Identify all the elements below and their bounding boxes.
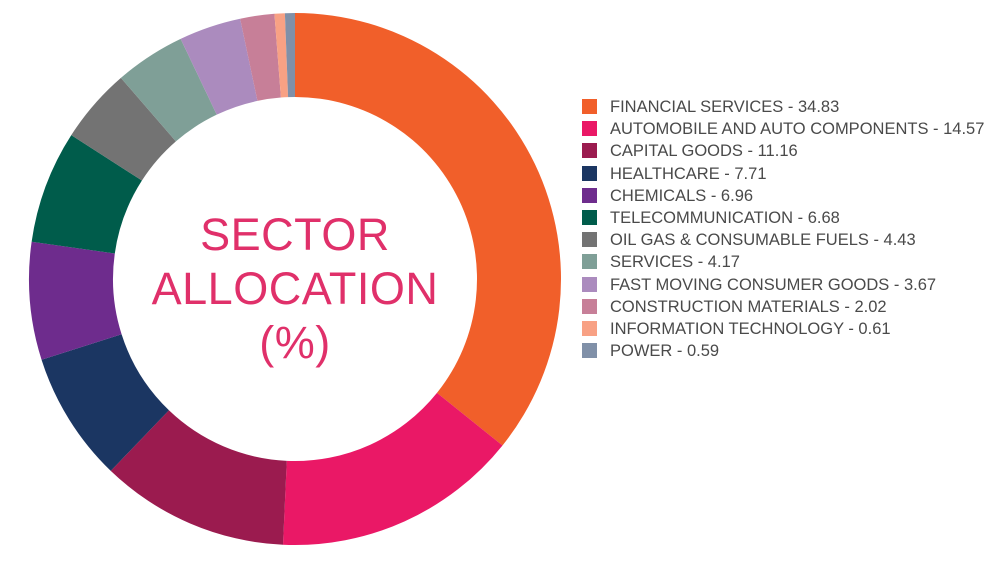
donut-slice-power [284, 13, 295, 98]
donut-slice-capital-goods [110, 410, 287, 545]
legend-label: FINANCIAL SERVICES - 34.83 [610, 98, 840, 116]
donut-slice-information-technology [274, 13, 289, 98]
legend-item: SERVICES - 4.17 [582, 251, 992, 273]
donut-slice-construction-materials [240, 13, 281, 101]
donut-slice-oil-gas-consumable-fuels [71, 77, 176, 181]
donut-chart [28, 13, 561, 545]
chart-title-line-2: ALLOCATION [151, 263, 439, 314]
donut-slice-telecommunication [31, 135, 142, 254]
legend-label: INFORMATION TECHNOLOGY - 0.61 [610, 320, 891, 339]
legend-item: AUTOMOBILE AND AUTO COMPONENTS - 14.57 [582, 118, 992, 140]
legend-swatch [582, 232, 597, 248]
legend-item: TELECOMMUNICATION - 6.68 [582, 207, 992, 229]
legend-swatch [582, 210, 597, 226]
legend-swatch [582, 298, 597, 314]
donut-slice-automobile-and-auto-components [282, 392, 503, 545]
legend-item: FINANCIAL SERVICES - 34.83 [582, 96, 992, 118]
legend-swatch [582, 321, 597, 337]
donut-slice-healthcare [41, 334, 169, 471]
legend-item: INFORMATION TECHNOLOGY - 0.61 [582, 318, 992, 340]
legend-label: POWER - 0.59 [610, 342, 720, 361]
legend-label: FAST MOVING CONSUMER GOODS - 3.67 [610, 275, 937, 294]
legend-swatch [582, 254, 597, 270]
legend-label: OIL GAS & CONSUMABLE FUELS - 4.43 [610, 231, 916, 250]
legend-swatch [582, 99, 597, 114]
legend-swatch [582, 143, 597, 159]
legend-item: POWER - 0.59 [582, 340, 992, 362]
legend-label: CAPITAL GOODS - 11.16 [610, 142, 798, 161]
donut-slice-chemicals [28, 241, 122, 360]
legend-label: TELECOMMUNICATION - 6.68 [610, 209, 840, 228]
legend-item: HEALTHCARE - 7.71 [582, 163, 992, 185]
donut-slice-fast-moving-consumer-goods [180, 18, 258, 115]
legend: FINANCIAL SERVICES - 34.83 AUTOMOBILE AND… [582, 96, 992, 362]
legend-item: CONSTRUCTION MATERIALS - 2.02 [582, 296, 992, 318]
legend-label: HEALTHCARE - 7.71 [610, 164, 767, 183]
legend-label: CONSTRUCTION MATERIALS - 2.02 [610, 297, 887, 316]
legend-swatch [582, 343, 597, 359]
legend-swatch [582, 187, 597, 203]
legend-label: AUTOMOBILE AND AUTO COMPONENTS - 14.57 [610, 120, 985, 139]
chart-title-line-1: SECTOR [200, 209, 390, 260]
legend-item: OIL GAS & CONSUMABLE FUELS - 4.43 [582, 229, 992, 251]
chart-title-line-3: (%) [259, 317, 331, 368]
legend-item: FAST MOVING CONSUMER GOODS - 3.67 [582, 274, 992, 296]
legend-swatch [582, 276, 597, 292]
donut-slice-financial-services [295, 13, 561, 446]
legend-label: SERVICES - 4.17 [610, 253, 740, 272]
legend-swatch [582, 165, 597, 181]
legend-swatch [582, 121, 597, 137]
legend-label: CHEMICALS - 6.96 [610, 186, 754, 205]
donut-slice-services [120, 38, 217, 142]
chart-title: SECTOR ALLOCATION (%) [145, 208, 445, 370]
legend-item: CAPITAL GOODS - 11.16 [582, 140, 992, 162]
legend-item: CHEMICALS - 6.96 [582, 185, 992, 207]
